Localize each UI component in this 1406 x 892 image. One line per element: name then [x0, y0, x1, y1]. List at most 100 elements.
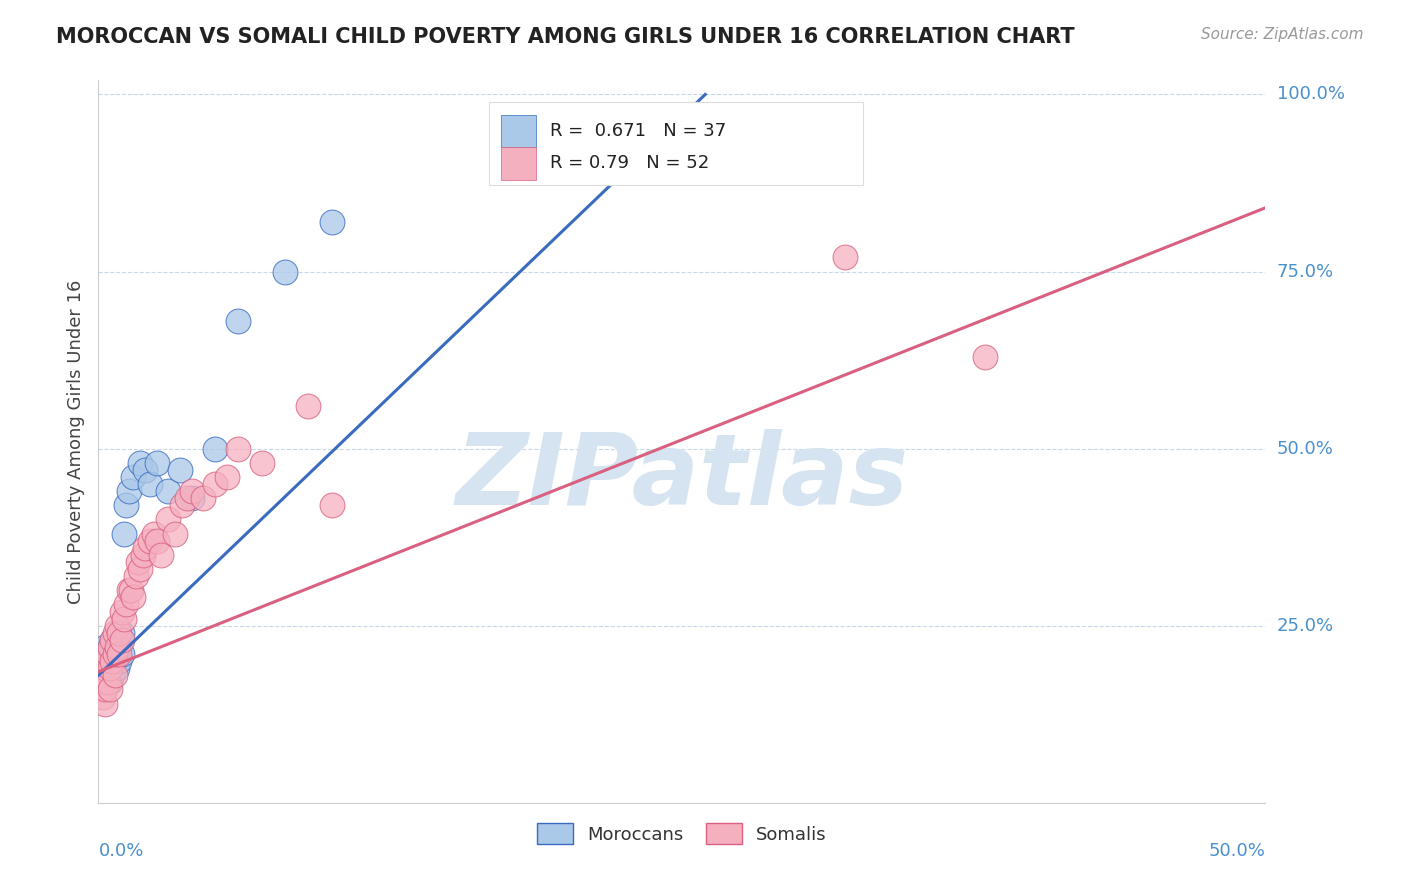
Point [321, 498, 343, 512]
Point [118, 484, 141, 499]
Point [94, 682, 117, 697]
Point [111, 632, 134, 647]
Point [90, 682, 112, 697]
Point [297, 399, 319, 413]
Point [974, 350, 997, 364]
Point [101, 668, 124, 682]
Text: 0.0%: 0.0% [98, 842, 143, 860]
Text: R = 0.79   N = 52: R = 0.79 N = 52 [550, 154, 709, 172]
Point [118, 583, 141, 598]
Point [115, 598, 138, 612]
Point [134, 541, 156, 555]
Point [172, 498, 194, 512]
Point [104, 654, 127, 668]
Point [111, 647, 134, 661]
Text: 75.0%: 75.0% [1277, 262, 1334, 281]
Point [90, 668, 112, 682]
Point [143, 526, 166, 541]
Point [228, 442, 250, 456]
Point [108, 647, 131, 661]
Point [94, 661, 117, 675]
Point [105, 618, 128, 632]
Point [98, 640, 121, 654]
Point [101, 632, 124, 647]
Point [105, 661, 128, 675]
Point [193, 491, 215, 506]
Point [834, 251, 856, 265]
Point [215, 470, 238, 484]
Point [134, 463, 156, 477]
Text: 25.0%: 25.0% [1277, 616, 1334, 635]
Point [250, 456, 273, 470]
Point [108, 654, 131, 668]
Point [165, 526, 187, 541]
Point [97, 647, 120, 661]
Point [94, 640, 117, 654]
Point [129, 562, 152, 576]
Point [94, 697, 117, 711]
Point [169, 463, 191, 477]
Point [97, 661, 120, 675]
Text: 50.0%: 50.0% [1209, 842, 1265, 860]
Point [105, 640, 128, 654]
Point [91, 675, 114, 690]
FancyBboxPatch shape [489, 102, 863, 185]
Point [120, 583, 142, 598]
Point [91, 690, 114, 704]
Point [108, 640, 131, 654]
Point [180, 491, 202, 506]
Point [122, 591, 145, 605]
Point [112, 612, 135, 626]
Point [101, 632, 124, 647]
Text: R =  0.671   N = 37: R = 0.671 N = 37 [550, 122, 727, 140]
Point [228, 314, 250, 328]
Point [157, 484, 180, 499]
Y-axis label: Child Poverty Among Girls Under 16: Child Poverty Among Girls Under 16 [66, 279, 84, 604]
Point [98, 661, 121, 675]
Point [125, 569, 148, 583]
Point [98, 654, 121, 668]
Point [101, 647, 124, 661]
Point [129, 456, 152, 470]
Point [180, 484, 202, 499]
Point [139, 477, 162, 491]
Point [157, 512, 180, 526]
Point [112, 526, 135, 541]
Point [132, 548, 155, 562]
Point [101, 654, 124, 668]
Point [91, 654, 114, 668]
FancyBboxPatch shape [501, 147, 536, 179]
Point [90, 661, 112, 675]
Text: MOROCCAN VS SOMALI CHILD POVERTY AMONG GIRLS UNDER 16 CORRELATION CHART: MOROCCAN VS SOMALI CHILD POVERTY AMONG G… [56, 27, 1074, 46]
Point [98, 675, 121, 690]
Point [204, 442, 226, 456]
Point [204, 477, 226, 491]
Legend: Moroccans, Somalis: Moroccans, Somalis [530, 816, 834, 852]
Point [111, 625, 134, 640]
Point [104, 640, 127, 654]
Point [146, 533, 169, 548]
Point [104, 647, 127, 661]
Point [97, 654, 120, 668]
Text: ZIPatlas: ZIPatlas [456, 429, 908, 526]
Point [105, 632, 128, 647]
Point [150, 548, 173, 562]
Point [97, 675, 120, 690]
Point [274, 264, 297, 278]
Point [98, 682, 121, 697]
Point [146, 456, 169, 470]
Text: Source: ZipAtlas.com: Source: ZipAtlas.com [1201, 27, 1364, 42]
Point [127, 555, 149, 569]
Point [115, 498, 138, 512]
Point [108, 625, 131, 640]
Point [98, 640, 121, 654]
Point [91, 668, 114, 682]
Point [104, 668, 127, 682]
FancyBboxPatch shape [501, 114, 536, 147]
Point [122, 470, 145, 484]
Point [321, 215, 343, 229]
Point [94, 661, 117, 675]
Point [139, 533, 162, 548]
Point [94, 654, 117, 668]
Text: 50.0%: 50.0% [1277, 440, 1333, 458]
